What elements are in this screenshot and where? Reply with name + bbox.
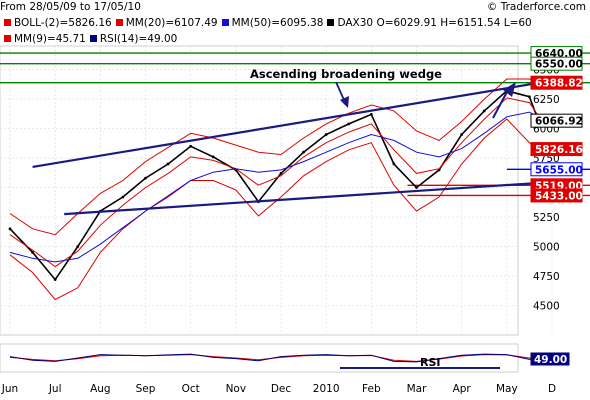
price-point-23 <box>528 95 531 99</box>
legend1-label-0: BOLL-(2)=5826.16 <box>14 17 112 29</box>
rsi-value-label: 49.00 <box>534 354 567 366</box>
price-label-1: 6550.00 <box>535 59 583 71</box>
price-point-14 <box>324 133 328 136</box>
price-label-5: 5655.00 <box>535 164 583 176</box>
legend1-swatch-1 <box>115 19 123 26</box>
x-tick-label-1: Jul <box>48 383 62 395</box>
x-tick-label-0: Jun <box>1 383 18 395</box>
y-tick-label-3: 5250 <box>533 212 560 224</box>
annotation-arrow-head <box>340 96 349 108</box>
legend1-swatch-0 <box>4 19 11 26</box>
price-box-5 <box>530 162 583 177</box>
legend2-swatch-1 <box>89 35 97 42</box>
price-label-2: 6388.82 <box>535 78 583 90</box>
x-tick-label-3: Sep <box>136 383 156 395</box>
projection-arrow-shaft <box>492 89 509 119</box>
x-tick-label-4: Oct <box>182 383 200 395</box>
price-point-17 <box>392 162 396 166</box>
price-label-7: 5433.00 <box>535 190 583 202</box>
price-point-21 <box>482 109 486 113</box>
legend1-swatch-2 <box>221 19 229 26</box>
price-label-4: 5826.16 <box>535 144 583 156</box>
price-box-7 <box>530 188 583 203</box>
wedge-trendline-0 <box>32 81 541 168</box>
bollinger-upper <box>9 78 539 236</box>
price-box-4 <box>530 142 583 157</box>
annotation-arrow-shaft <box>335 81 345 101</box>
x-tick-label-10: Apr <box>453 383 472 395</box>
price-point-13 <box>302 150 305 154</box>
wedge-trendline-1 <box>64 181 541 216</box>
legend2-label-1: RSI(14)=49.00 <box>99 33 178 45</box>
projection-arrow-head <box>503 82 516 97</box>
x-tick-label-6: Dec <box>271 383 292 395</box>
price-point-15 <box>347 122 351 126</box>
x-tick-label-2: Aug <box>90 383 111 395</box>
price-point-5 <box>121 195 125 199</box>
price-box-3 <box>530 113 583 128</box>
price-point-1 <box>31 251 34 254</box>
price-point-12 <box>279 171 283 175</box>
price-point-8 <box>189 144 193 148</box>
price-box-1 <box>530 56 583 71</box>
x-tick-label-5: Nov <box>226 383 247 395</box>
rsi-value-box <box>530 352 570 366</box>
y-tick-label-0: 4500 <box>533 301 560 313</box>
price-label-3: 6066.92 <box>535 116 583 128</box>
x-tick-label-8: Feb <box>362 383 381 395</box>
legend1-label-1: MM(20)=6107.49 <box>125 17 218 29</box>
copyright: © Traderforce.com <box>486 1 586 13</box>
price-point-18 <box>415 186 418 189</box>
legend1-label-3: DAX30 O=6029.91 H=6151.54 L=60 <box>337 17 532 29</box>
x-tick-label-12: D <box>548 383 556 395</box>
y-tick-label-2: 5000 <box>533 242 560 254</box>
price-point-3 <box>76 245 80 248</box>
price-point-6 <box>144 176 147 180</box>
wedge-annotation: Ascending broadening wedge <box>250 67 442 81</box>
price-point-16 <box>369 113 373 116</box>
price-point-2 <box>53 278 57 281</box>
series-line-2 <box>9 111 539 263</box>
price-point-9 <box>211 155 215 159</box>
price-point-0 <box>8 227 12 231</box>
y-tick-label-1: 4750 <box>533 271 560 283</box>
x-tick-label-7: 2010 <box>313 383 340 395</box>
y-tick-label-7: 6250 <box>533 94 560 106</box>
bollinger-lower <box>9 118 539 301</box>
legend2-swatch-0 <box>4 35 11 42</box>
date-range-row: From 28/05/09 to 17/05/10 © Traderforce.… <box>0 0 590 14</box>
x-tick-label-9: Mar <box>407 383 427 395</box>
date-range: From 28/05/09 to 17/05/10 <box>0 1 141 13</box>
legend1-swatch-3 <box>327 19 335 26</box>
rsi-line <box>9 353 539 363</box>
legend-row-2: MM(9)=45.71 RSI(14)=49.00 <box>0 32 177 46</box>
legend2-label-0: MM(9)=45.71 <box>14 33 86 45</box>
series-line-1 <box>9 97 539 268</box>
price-point-7 <box>166 162 170 166</box>
price-point-20 <box>460 133 464 136</box>
x-tick-label-11: May <box>496 383 518 395</box>
legend-row-1: BOLL-(2)=5826.16 MM(20)=6107.49 MM(50)=609… <box>0 16 532 30</box>
price-box-2 <box>530 75 583 90</box>
rsi-label: RSI <box>420 356 441 369</box>
legend1-label-2: MM(50)=6095.38 <box>231 17 324 29</box>
rsi-mm9-line <box>9 354 539 362</box>
